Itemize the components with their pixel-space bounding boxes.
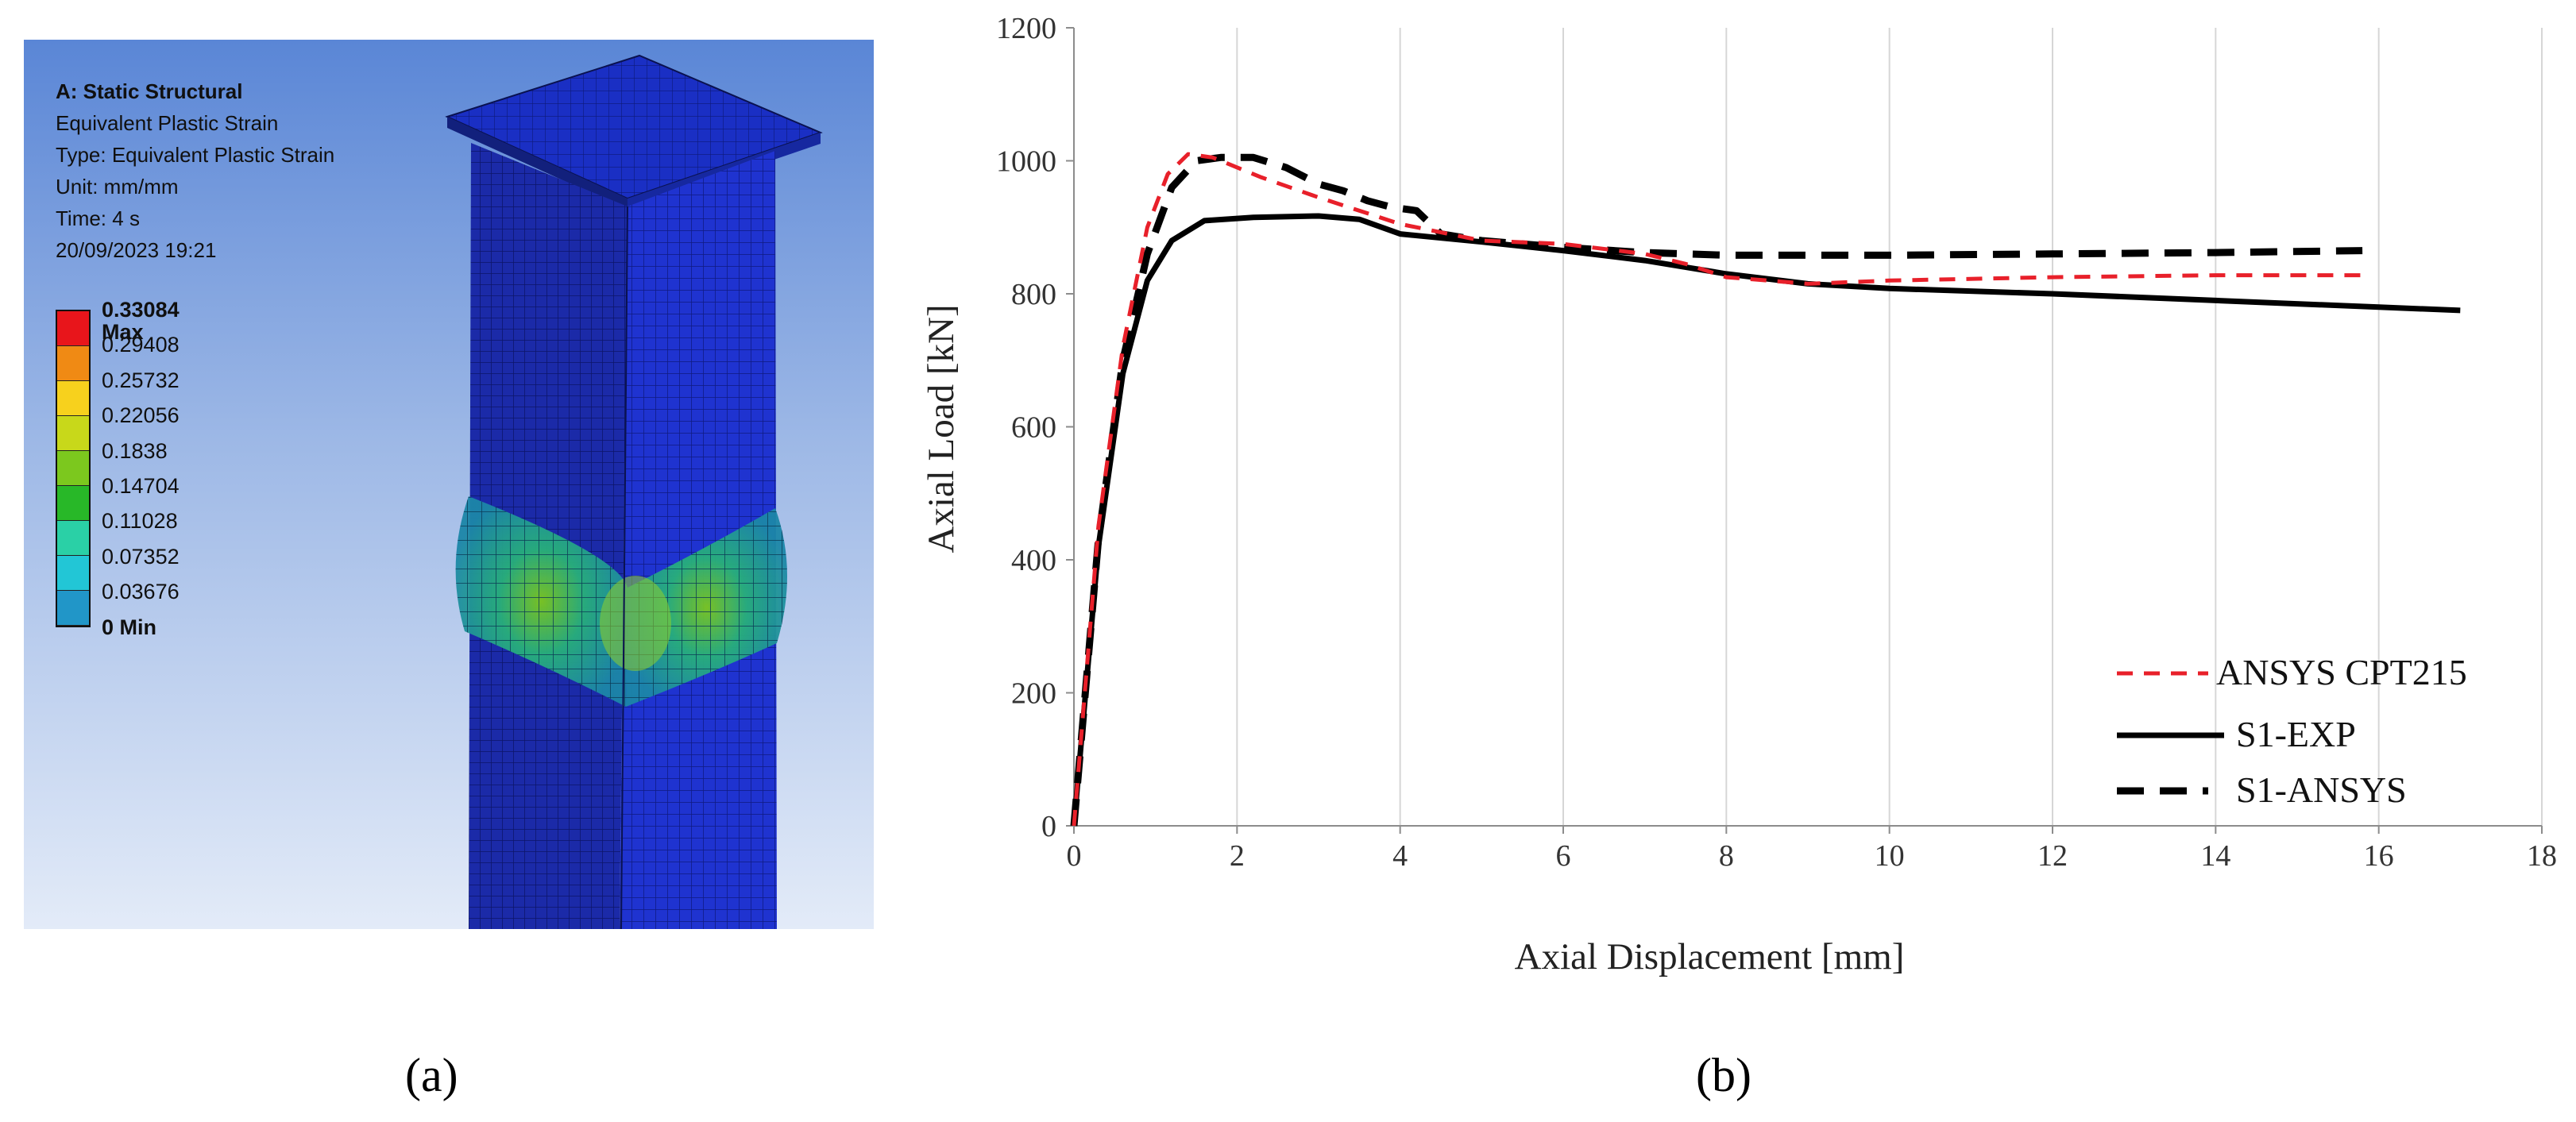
chart-svg: 0 2 4 6 8 10 12 14 16 18 0 200 400 600 800 1000 1200 ANS… [921,12,2557,977]
scale-label: 0.14704 [102,473,180,498]
x-tick-label: 8 [1719,839,1734,873]
scale-label: 0.22056 [102,403,180,428]
series-layer [1070,152,2461,827]
scale-swatch [57,381,89,416]
scale-swatch [57,556,89,591]
y-tick-label: 200 [1011,677,1056,711]
scale-label: 0.03676 [102,580,180,604]
series-line [1070,153,2363,827]
scale-swatch [57,346,89,381]
scale-swatch [57,311,89,346]
y-tick-label: 0 [1041,810,1056,843]
result-date: 20/09/2023 19:21 [56,238,217,262]
legend-label: S1-ANSYS [2236,769,2407,810]
result-time: Time: 4 s [56,206,140,230]
scale-label: 0.11028 [102,509,178,534]
scale-swatch [57,486,89,521]
series-line [1071,213,2461,827]
contour-scale-labels: 0.33084 Max 0.29408 0.25732 0.22056 0.1838 0.… [102,299,180,651]
contour-color-bar [56,310,91,627]
x-tick-label: 18 [2527,839,2557,873]
y-tick-label: 600 [1011,411,1056,445]
panel-a-label: (a) [405,1049,458,1101]
y-tick-label: 1000 [996,145,1056,179]
scale-label: 0 Min [102,615,157,639]
scale-label: 0.25732 [102,368,180,392]
y-tick-label: 800 [1011,278,1056,311]
fea-contour-panel: A: Static Structural Equivalent Plastic … [24,40,874,929]
scale-swatch [57,416,89,451]
axes: 0 2 4 6 8 10 12 14 16 18 0 200 400 600 800 1000 1200 [996,12,2557,873]
scale-swatch [57,521,89,556]
panel-b-label: (b) [1696,1049,1751,1101]
x-tick-label: 14 [2200,839,2230,873]
x-tick-label: 10 [1875,839,1905,873]
x-tick-label: 6 [1556,839,1571,873]
x-tick-label: 0 [1067,839,1082,873]
x-axis-label: Axial Displacement [mm] [1515,936,1905,977]
scale-swatch [57,591,89,626]
scale-label: 0.1838 [102,438,168,463]
result-unit: Unit: mm/mm [56,175,179,199]
y-tick-label: 1200 [996,12,1056,45]
result-type: Type: Equivalent Plastic Strain [56,143,335,167]
x-tick-label: 2 [1230,839,1245,873]
load-displacement-chart: 0 2 4 6 8 10 12 14 16 18 0 200 400 600 800 1000 1200 ANS… [874,0,2576,1032]
grid [1236,28,2543,826]
deformed-column-model [445,54,823,929]
column-right-face [620,151,777,929]
x-tick-label: 4 [1392,839,1408,873]
legend-label: ANSYS CPT215 [2216,652,2467,692]
y-tick-label: 400 [1011,544,1056,577]
x-tick-label: 16 [2364,839,2394,873]
y-axis-label: Axial Load [kN] [921,304,962,553]
scale-label: 0.33084 Max [102,298,180,344]
result-info: A: Static Structural Equivalent Plastic … [56,75,334,266]
analysis-title: A: Static Structural [56,79,243,103]
series-line [1072,152,2371,827]
scale-label: 0.29408 [102,333,180,357]
legend: ANSYS CPT215 S1-EXP S1-ANSYS [2117,652,2467,810]
result-name: Equivalent Plastic Strain [56,111,279,135]
legend-label: S1-EXP [2236,714,2356,754]
x-tick-label: 12 [2037,839,2068,873]
scale-label: 0.07352 [102,544,180,569]
scale-swatch [57,451,89,486]
